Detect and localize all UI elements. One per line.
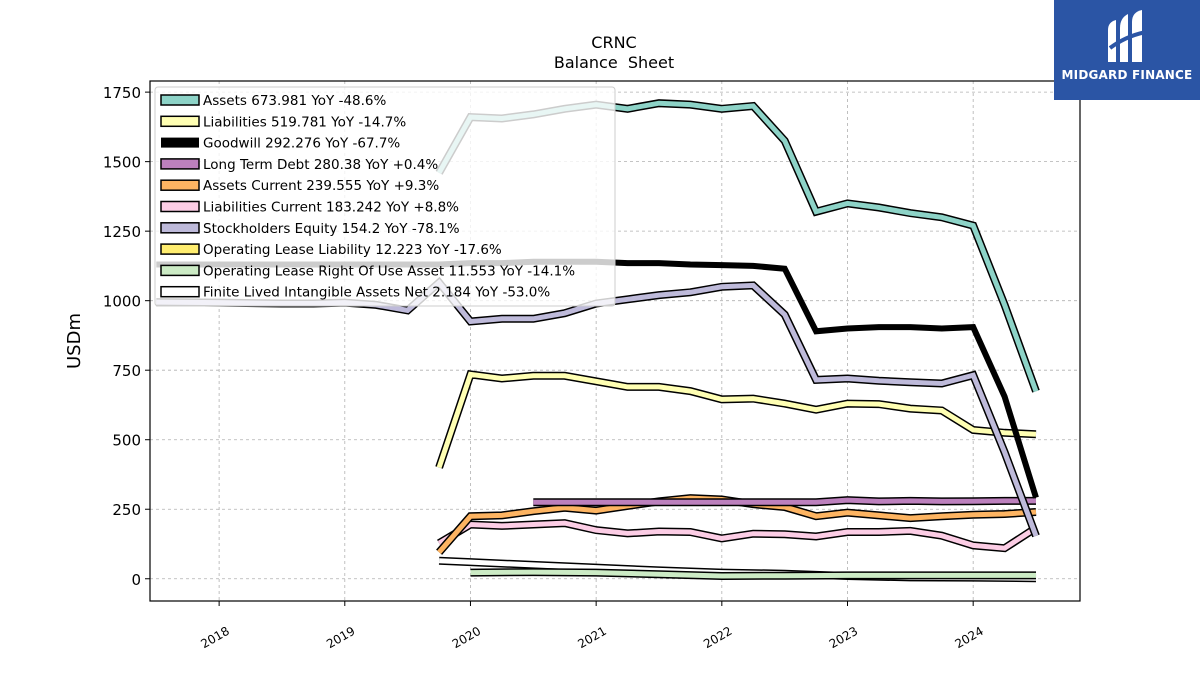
y-tick-label: 750 <box>112 362 141 380</box>
legend-label: Operating Lease Right Of Use Asset 11.55… <box>203 263 575 279</box>
x-tick-label: 2018 <box>198 624 231 651</box>
series-3 <box>533 496 1036 507</box>
legend-swatch <box>160 285 200 298</box>
y-tick-label: 1750 <box>103 84 141 102</box>
y-tick-label: 1250 <box>103 223 141 241</box>
logo-wordmark: MIDGARD FINANCE <box>1061 68 1193 82</box>
series-1 <box>435 370 1037 469</box>
legend-label: Operating Lease Liability 12.223 YoY -17… <box>203 242 502 258</box>
x-tick-label: 2022 <box>701 624 734 651</box>
legend-label: Assets 673.981 YoY -48.6% <box>203 93 387 109</box>
legend-swatch <box>160 115 200 128</box>
legend-label: Assets Current 239.555 YoY +9.3% <box>203 178 439 194</box>
y-tick-label: 500 <box>112 432 141 450</box>
y-tick-label: 0 <box>131 571 141 589</box>
y-tick-label: 250 <box>112 501 141 519</box>
series-line <box>533 497 1036 505</box>
x-tick-label: 2019 <box>324 624 357 651</box>
series-line <box>437 520 1038 551</box>
x-tick-label: 2021 <box>575 624 608 651</box>
plot-frame <box>149 80 1081 602</box>
y-tick-label: 1000 <box>103 293 141 311</box>
legend-swatch <box>160 158 200 170</box>
legend-label: Liabilities Current 183.242 YoY +8.8% <box>203 200 459 216</box>
chart-title: CRNC <box>591 33 636 52</box>
legend-swatch <box>160 200 200 213</box>
legend-label: Liabilities 519.781 YoY -14.7% <box>203 114 406 130</box>
series-line <box>436 371 1037 469</box>
legend-label: Finite Lived Intangible Assets Net 2.184… <box>203 285 550 301</box>
x-tick-label: 2020 <box>450 624 483 651</box>
series-8 <box>470 568 1036 581</box>
legend-swatch <box>160 222 200 234</box>
legend-swatch <box>160 243 200 255</box>
chart-subtitle: Balance Sheet <box>554 53 674 72</box>
y-axis-label: USDm <box>64 313 85 369</box>
legend-label: Goodwill 292.276 YoY -67.7% <box>203 136 400 152</box>
y-tick-label: 1500 <box>103 154 141 172</box>
legend-swatch <box>160 264 200 277</box>
series-line-outline <box>435 370 1037 469</box>
legend-label: Long Term Debt 280.38 YoY +0.4% <box>203 157 438 173</box>
midgard-finance-logo: MIDGARD FINANCE <box>1054 0 1200 100</box>
legend-swatch <box>161 137 199 148</box>
series-line <box>470 569 1036 579</box>
x-tick-label: 2023 <box>827 624 860 651</box>
legend-swatch <box>160 179 200 191</box>
logo-mark-icon <box>1108 10 1147 62</box>
legend-box <box>154 86 616 307</box>
legend-label: Stockholders Equity 154.2 YoY -78.1% <box>203 221 460 237</box>
legend: Assets 673.981 YoY -48.6% Liabilities 519… <box>154 86 616 307</box>
legend-swatch <box>160 94 200 106</box>
x-tick-label: 2024 <box>952 624 985 651</box>
series-5 <box>437 519 1039 553</box>
